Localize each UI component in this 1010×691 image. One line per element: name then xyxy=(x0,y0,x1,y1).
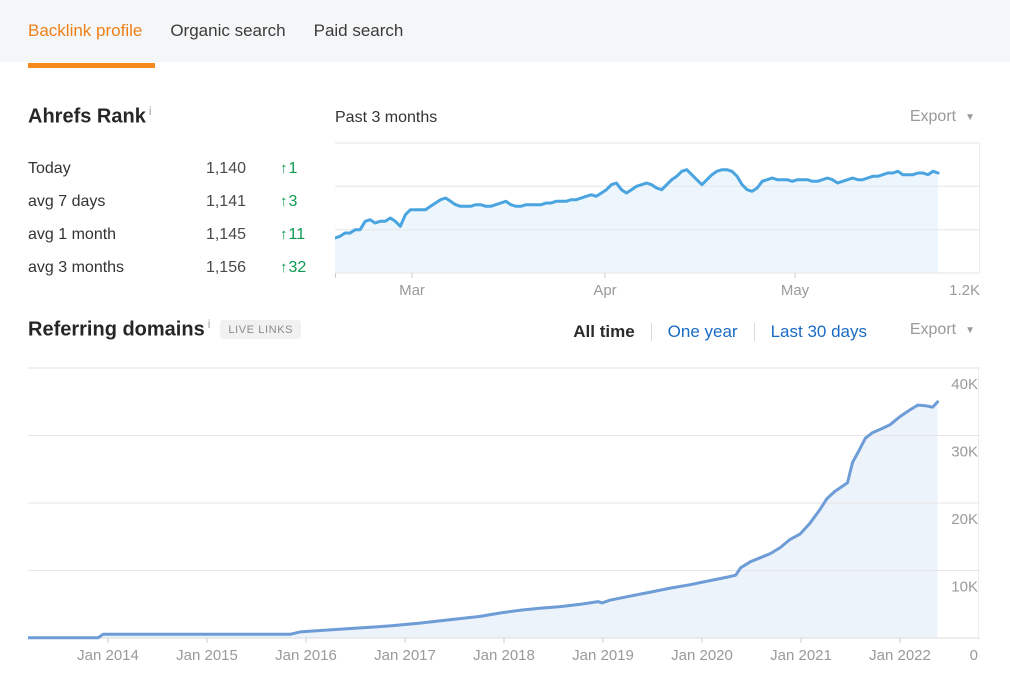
rank-row-avg-1-month: avg 1 month 1,145 ↑11 xyxy=(28,218,318,251)
rank-row-value: 1,145 xyxy=(205,225,246,243)
rank-row-avg-7-days: avg 7 days 1,141 ↑3 xyxy=(28,185,318,218)
svg-text:20K: 20K xyxy=(951,511,978,528)
ahrefs-rank-chart[interactable]: Mar Apr May 1.2K xyxy=(335,142,980,300)
range-all-time[interactable]: All time xyxy=(573,322,635,341)
referring-domains-title: Referring domains i xyxy=(28,317,211,341)
svg-text:Jan 2015: Jan 2015 xyxy=(176,647,238,664)
referring-domains-header: Referring domains i LIVE LINKS xyxy=(28,317,302,342)
info-icon[interactable]: i xyxy=(207,317,211,331)
chevron-down-icon: ▼ xyxy=(965,324,975,336)
referring-domains-chart[interactable]: 10K 20K 30K 40K Jan 2014 Jan 2015 Jan 2016 Jan … xyxy=(28,366,980,666)
svg-text:May: May xyxy=(781,282,810,299)
ahrefs-rank-title: Ahrefs Rank i xyxy=(28,104,151,129)
up-arrow-icon: ↑ xyxy=(280,258,288,276)
range-one-year[interactable]: One year xyxy=(667,322,738,341)
ahrefs-rank-title-text: Ahrefs Rank xyxy=(28,105,146,128)
rank-row-label: avg 1 month xyxy=(28,225,117,243)
svg-text:Mar: Mar xyxy=(399,282,425,299)
rank-row-label: avg 7 days xyxy=(28,192,106,210)
export-label: Export xyxy=(909,108,957,125)
active-tab-underline xyxy=(28,63,155,68)
svg-text:40K: 40K xyxy=(951,376,978,393)
up-arrow-icon: ↑ xyxy=(280,159,288,177)
rank-row-change: ↑11 xyxy=(280,225,306,243)
svg-text:10K: 10K xyxy=(951,579,978,596)
tab-organic-search[interactable]: Organic search xyxy=(170,21,286,40)
up-arrow-icon: ↑ xyxy=(280,192,288,210)
svg-text:Jan 2017: Jan 2017 xyxy=(374,647,436,664)
rank-row-value: 1,156 xyxy=(205,258,246,276)
tab-backlink-profile[interactable]: Backlink profile xyxy=(28,21,143,40)
tab-bar: Backlink profile Organic search Paid sea… xyxy=(0,0,1010,62)
separator xyxy=(753,323,755,341)
rank-row-value: 1,141 xyxy=(205,192,246,210)
svg-text:Jan 2019: Jan 2019 xyxy=(572,647,634,664)
time-range-selector: All time One year Last 30 days xyxy=(573,320,867,344)
svg-text:Apr: Apr xyxy=(593,282,616,299)
range-last-30-days[interactable]: Last 30 days xyxy=(770,322,867,341)
svg-text:Jan 2020: Jan 2020 xyxy=(671,647,733,664)
ahrefs-rank-table: Today 1,140 ↑1 avg 7 days 1,141 ↑3 avg 1… xyxy=(28,152,318,284)
info-icon[interactable]: i xyxy=(148,104,152,118)
svg-text:Jan 2014: Jan 2014 xyxy=(77,647,139,664)
rank-row-label: avg 3 months xyxy=(28,258,125,276)
rank-row-today: Today 1,140 ↑1 xyxy=(28,152,318,185)
up-arrow-icon: ↑ xyxy=(280,225,288,243)
tab-paid-search[interactable]: Paid search xyxy=(313,21,404,40)
export-button-referring[interactable]: Export ▼ xyxy=(910,321,975,339)
svg-text:0: 0 xyxy=(970,647,978,664)
rank-row-label: Today xyxy=(28,159,71,177)
svg-text:Jan 2018: Jan 2018 xyxy=(473,647,535,664)
svg-text:30K: 30K xyxy=(951,444,978,461)
rank-row-change: ↑32 xyxy=(280,258,307,276)
rank-row-change: ↑3 xyxy=(280,192,298,210)
live-links-badge: LIVE LINKS xyxy=(220,319,302,339)
svg-text:Jan 2022: Jan 2022 xyxy=(869,647,931,664)
rank-row-avg-3-months: avg 3 months 1,156 ↑32 xyxy=(28,251,318,284)
rank-row-change: ↑1 xyxy=(280,159,298,177)
export-button-rank[interactable]: Export ▼ xyxy=(910,108,975,126)
svg-text:Jan 2016: Jan 2016 xyxy=(275,647,337,664)
svg-text:Jan 2021: Jan 2021 xyxy=(770,647,832,664)
separator xyxy=(650,323,652,341)
svg-text:1.2K: 1.2K xyxy=(949,282,980,299)
export-label: Export xyxy=(909,321,957,338)
chevron-down-icon: ▼ xyxy=(965,111,975,123)
rank-row-value: 1,140 xyxy=(205,159,246,177)
rank-chart-title: Past 3 months xyxy=(335,109,438,126)
